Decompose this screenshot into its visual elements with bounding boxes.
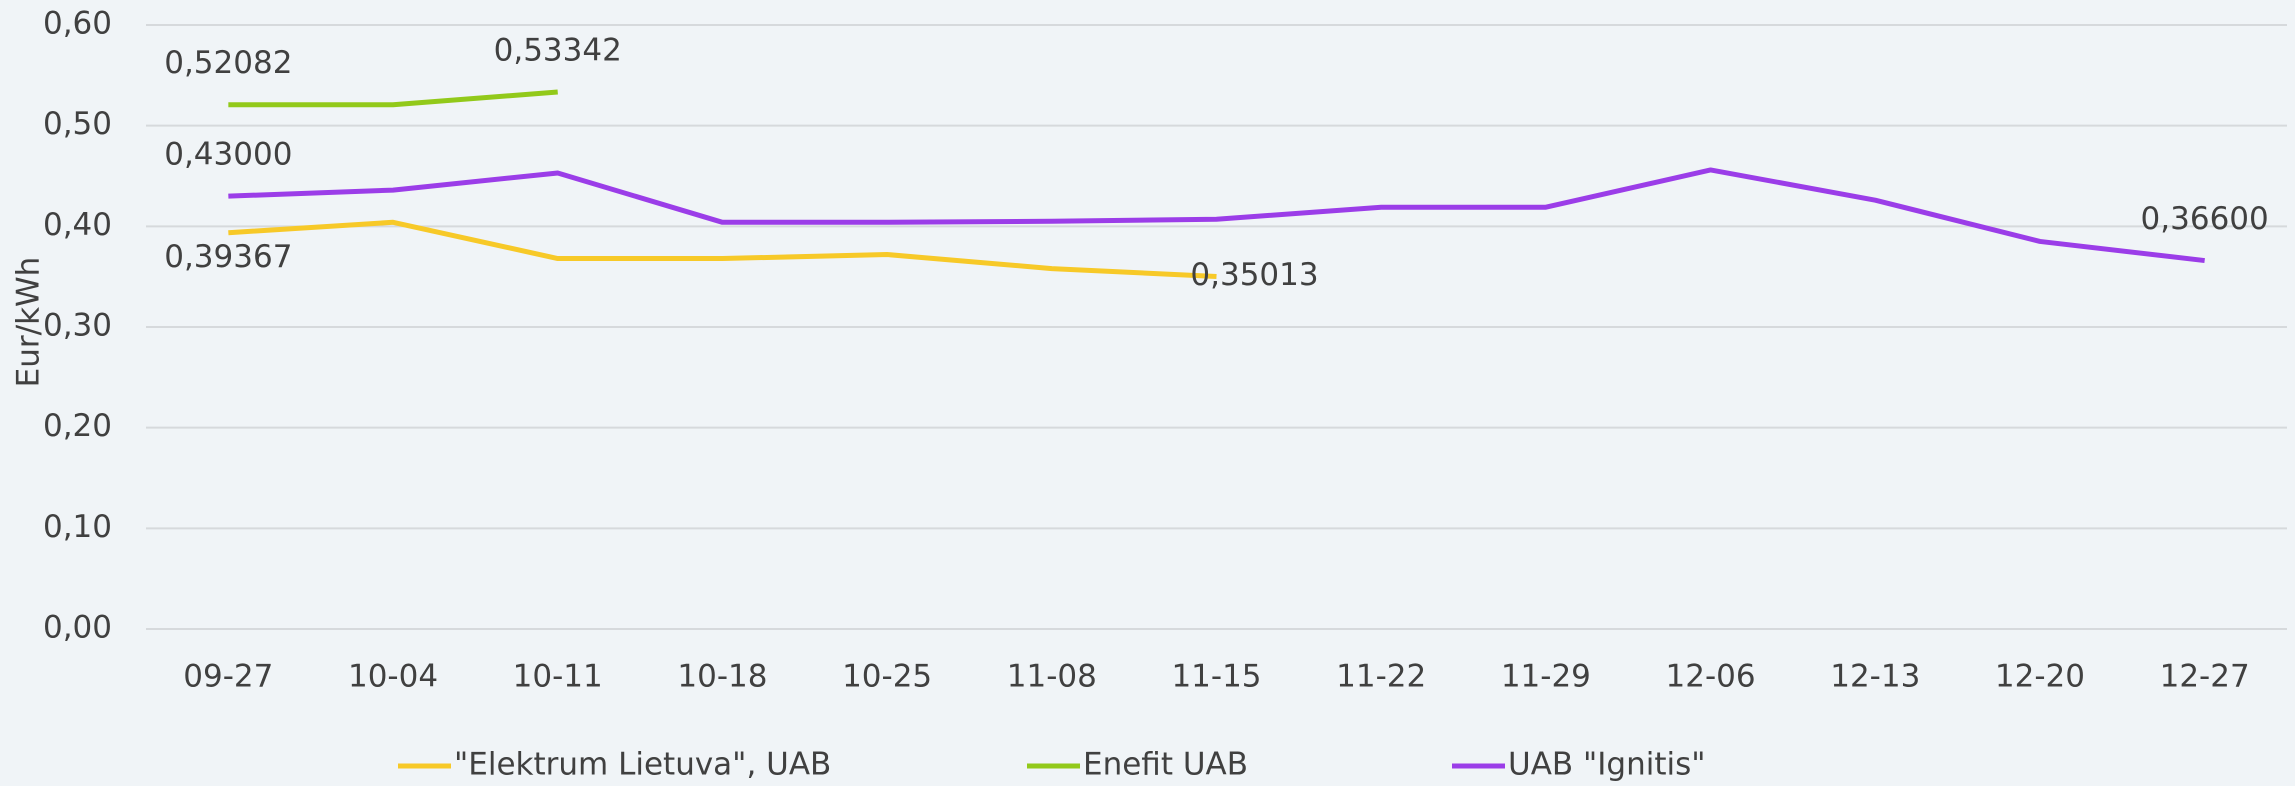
data-label: 0,35013 <box>1190 257 1318 293</box>
y-tick-label: 0,60 <box>43 6 112 42</box>
data-label: 0,52082 <box>164 45 292 81</box>
x-tick-label: 12-06 <box>1666 659 1756 695</box>
legend-label: UAB "Ignitis" <box>1508 747 1706 783</box>
x-tick-label: 10-25 <box>842 659 932 695</box>
x-tick-label: 12-27 <box>2160 659 2250 695</box>
legend-label: Enefit UAB <box>1083 747 1248 783</box>
x-tick-label: 11-29 <box>1501 659 1591 695</box>
data-label: 0,53342 <box>494 33 622 69</box>
y-tick-label: 0,20 <box>43 408 112 444</box>
series-line <box>228 89 558 108</box>
y-tick-label: 0,40 <box>43 207 112 243</box>
legend-label: "Elektrum Lietuva", UAB <box>454 747 831 783</box>
y-axis-title: Eur/kWh <box>11 257 47 388</box>
x-tick-label: 11-22 <box>1336 659 1426 695</box>
x-tick-label: 11-15 <box>1171 659 1261 695</box>
series-line <box>228 167 2205 264</box>
data-label: 0,39367 <box>164 239 292 275</box>
y-tick-label: 0,50 <box>43 106 112 142</box>
x-tick-label: 12-13 <box>1830 659 1920 695</box>
x-tick-label: 10-18 <box>677 659 767 695</box>
x-tick-label: 09-27 <box>183 659 273 695</box>
x-tick-label: 10-11 <box>513 659 603 695</box>
data-label: 0,36600 <box>2141 201 2269 237</box>
data-label: 0,43000 <box>164 137 292 173</box>
y-tick-label: 0,10 <box>43 509 112 545</box>
y-tick-label: 0,00 <box>43 610 112 646</box>
series-line <box>228 219 1217 280</box>
y-tick-label: 0,30 <box>43 308 112 344</box>
x-tick-label: 12-20 <box>1995 659 2085 695</box>
x-tick-label: 11-08 <box>1007 659 1097 695</box>
x-tick-label: 10-04 <box>348 659 438 695</box>
